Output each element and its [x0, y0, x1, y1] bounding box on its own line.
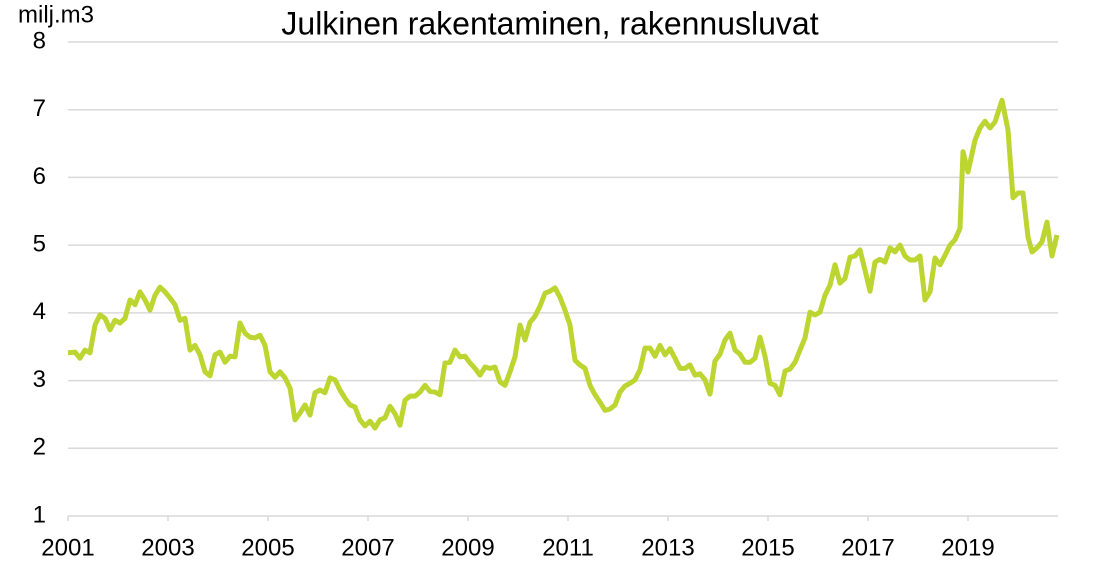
x-tick-label: 2007	[341, 534, 394, 561]
y-tick-label: 4	[33, 298, 46, 325]
x-tick-label: 2019	[941, 534, 994, 561]
y-tick-label: 5	[33, 230, 46, 257]
x-tick-label: 2001	[41, 534, 94, 561]
x-tick-label: 2013	[641, 534, 694, 561]
y-tick-label: 6	[33, 163, 46, 190]
x-tick-label: 2017	[841, 534, 894, 561]
y-tick-label: 7	[33, 95, 46, 122]
x-tick-label: 2009	[441, 534, 494, 561]
x-tick-label: 2003	[141, 534, 194, 561]
data-line	[67, 97, 1060, 431]
y-tick-label: 1	[33, 501, 46, 528]
x-tick-label: 2015	[741, 534, 794, 561]
y-axis-label: milj.m3	[18, 1, 94, 28]
y-tick-label: 2	[33, 434, 46, 461]
x-tick-label: 2005	[241, 534, 294, 561]
y-tick-label: 3	[33, 366, 46, 393]
y-tick-label: 8	[33, 27, 46, 54]
chart-title: Julkinen rakentaminen, rakennusluvat	[281, 5, 818, 41]
x-tick-label: 2011	[542, 534, 594, 561]
